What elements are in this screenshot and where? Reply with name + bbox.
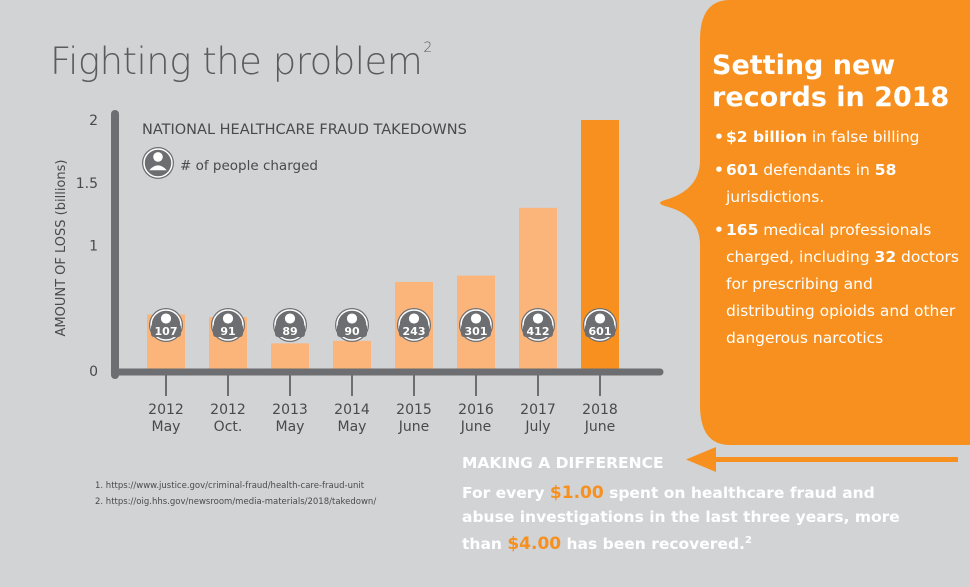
people-charged-value: 107 (155, 325, 178, 338)
y-tick-label: 1 (89, 239, 98, 255)
footnote-2: 2. https://oig.hhs.gov/newsroom/media-ma… (95, 497, 377, 507)
records-bullet-2-text-1: defendants in (758, 161, 875, 179)
records-panel: Setting new records in 2018 $2 billion i… (712, 50, 962, 358)
y-tick-label: 0 (89, 364, 98, 380)
page-title-footnote-ref: 2 (423, 40, 432, 56)
people-charged-icon-head (594, 313, 606, 324)
records-bullet-3: 165 medical professionals charged, inclu… (712, 217, 962, 352)
arrow-head (686, 447, 716, 472)
bar-chart: 0 1 1.5 2 AMOUNT OF LOSS (billions) NATIONAL … (54, 110, 664, 435)
md-highlight-2: $4.00 (507, 534, 562, 554)
people-charged-icon-ring (336, 309, 368, 341)
people-charged-icon-ring (274, 309, 306, 341)
people-charged-value: 301 (465, 325, 488, 338)
chart-title: NATIONAL HEALTHCARE FRAUD TAKEDOWNS (142, 122, 467, 138)
md-text-3: has been recovered. (561, 535, 745, 553)
people-charged-value: 90 (344, 325, 360, 338)
records-bullet-2-bold-2: 58 (874, 161, 897, 179)
people-charged-value: 243 (403, 325, 426, 338)
people-charged-badge (399, 324, 429, 337)
y-tick-label: 1.5 (76, 176, 98, 192)
x-tick-month: July (524, 419, 550, 435)
people-charged-icon-head (408, 313, 420, 324)
people-charged-icon-ring (522, 309, 554, 341)
records-heading: Setting new records in 2018 (712, 50, 950, 113)
people-charged-icon-ring (398, 309, 430, 341)
legend-person-icon-body (149, 165, 167, 171)
md-text-2: spent on healthcare fraud and abuse inve… (462, 484, 900, 553)
legend-person-icon-head (153, 152, 163, 162)
records-bullet-2-text-2: jurisdictions. (726, 188, 825, 206)
x-tick-month: May (338, 419, 367, 435)
people-charged-badge (213, 324, 243, 337)
records-bullet-3-text-1: medical professionals charged, including (726, 221, 932, 266)
records-bullet-2: 601 defendants in 58 jurisdictions. (712, 157, 962, 211)
bar (519, 207, 557, 371)
md-footnote-ref: 2 (744, 535, 752, 546)
making-difference-heading: MAKING A DIFFERENCE (462, 454, 664, 472)
x-tick-year: 2015 (396, 402, 432, 418)
people-charged-icon-head (160, 313, 172, 324)
making-difference-text: For every $1.00 spent on healthcare frau… (462, 481, 932, 556)
people-charged-badge (585, 324, 615, 337)
people-charged-icon-head (346, 313, 358, 324)
records-bullet-1-text: in false billing (807, 128, 920, 146)
x-tick-year: 2012 (210, 402, 246, 418)
x-tick-year: 2016 (458, 402, 494, 418)
x-tick-year: 2017 (520, 402, 556, 418)
people-charged-icon-ring (584, 309, 616, 341)
people-charged-value: 412 (527, 325, 550, 338)
page-title: Fighting the problem2 (50, 40, 432, 83)
bar (271, 343, 309, 371)
x-tick-year: 2018 (582, 402, 618, 418)
x-tick-year: 2014 (334, 402, 370, 418)
people-charged-value: 91 (220, 325, 235, 338)
x-tick-year: 2012 (148, 402, 184, 418)
records-bullet-3-bold-1: 165 (726, 221, 759, 239)
people-charged-badge (523, 324, 553, 337)
footnotes: 1. https://www.justice.gov/criminal-frau… (95, 481, 376, 513)
legend-label: # of people charged (180, 158, 318, 174)
md-text-1: For every (462, 484, 550, 502)
people-charged-icon-ring (460, 309, 492, 341)
x-tick-month: May (152, 419, 181, 435)
md-highlight-1: $1.00 (549, 483, 604, 503)
people-charged-icon-head (532, 313, 544, 324)
y-axis-label: AMOUNT OF LOSS (billions) (54, 160, 69, 337)
legend-person-icon-ring (143, 148, 173, 178)
people-charged-icon-ring (150, 309, 182, 341)
x-tick-month: May (276, 419, 305, 435)
people-charged-badge (151, 324, 181, 337)
y-tick-label: 2 (89, 113, 98, 129)
people-charged-icon-head (470, 313, 482, 324)
legend-person-icon-bg (142, 147, 174, 179)
records-bullet-1: $2 billion in false billing (712, 124, 962, 151)
people-charged-badge (275, 324, 305, 337)
arrow-shaft (700, 457, 958, 462)
page-title-text: Fighting the problem (50, 40, 423, 83)
x-tick-month: June (584, 419, 616, 435)
people-charged-value: 89 (282, 325, 297, 338)
people-charged-icon-head (222, 313, 234, 324)
footnote-1: 1. https://www.justice.gov/criminal-frau… (95, 481, 365, 491)
people-charged-badge (337, 324, 367, 337)
x-tick-month: June (398, 419, 430, 435)
x-tick-month: Oct. (214, 419, 243, 435)
people-charged-badge (461, 324, 491, 337)
records-bullet-3-text-2: doctors for prescribing and distributing… (726, 248, 959, 347)
people-charged-icon-head (284, 313, 296, 324)
bar (333, 340, 371, 371)
records-bullet-2-bold-1: 601 (726, 161, 759, 179)
people-charged-icon-ring (212, 309, 244, 341)
records-bullet-3-bold-2: 32 (874, 248, 897, 266)
x-tick-month: June (460, 419, 492, 435)
people-charged-value: 601 (589, 325, 612, 338)
records-list: $2 billion in false billing 601 defendan… (712, 124, 962, 352)
x-tick-year: 2013 (272, 402, 308, 418)
records-bullet-1-bold: $2 billion (726, 128, 807, 146)
